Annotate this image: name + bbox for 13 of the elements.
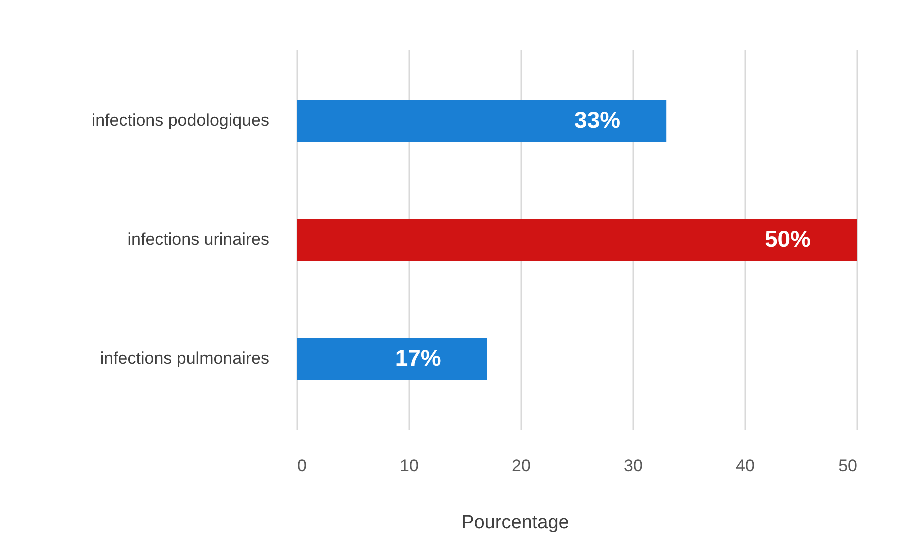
- x-tick-label: 20: [512, 456, 531, 476]
- data-label: 50%: [764, 226, 811, 252]
- y-tick-label: infections pulmonaires: [100, 349, 270, 368]
- y-tick-label: infections podologiques: [92, 110, 270, 130]
- x-tick-label: 30: [624, 456, 643, 476]
- x-tick-label: 40: [736, 456, 755, 476]
- x-tick-label: 0: [298, 456, 307, 476]
- x-tick-label: 50: [838, 456, 858, 476]
- data-label: 33%: [574, 106, 621, 133]
- y-tick-label: infections urinaires: [128, 230, 270, 249]
- x-axis-title: Pourcentage: [462, 512, 570, 534]
- data-label: 17%: [395, 345, 442, 372]
- x-tick-label: 10: [400, 456, 419, 476]
